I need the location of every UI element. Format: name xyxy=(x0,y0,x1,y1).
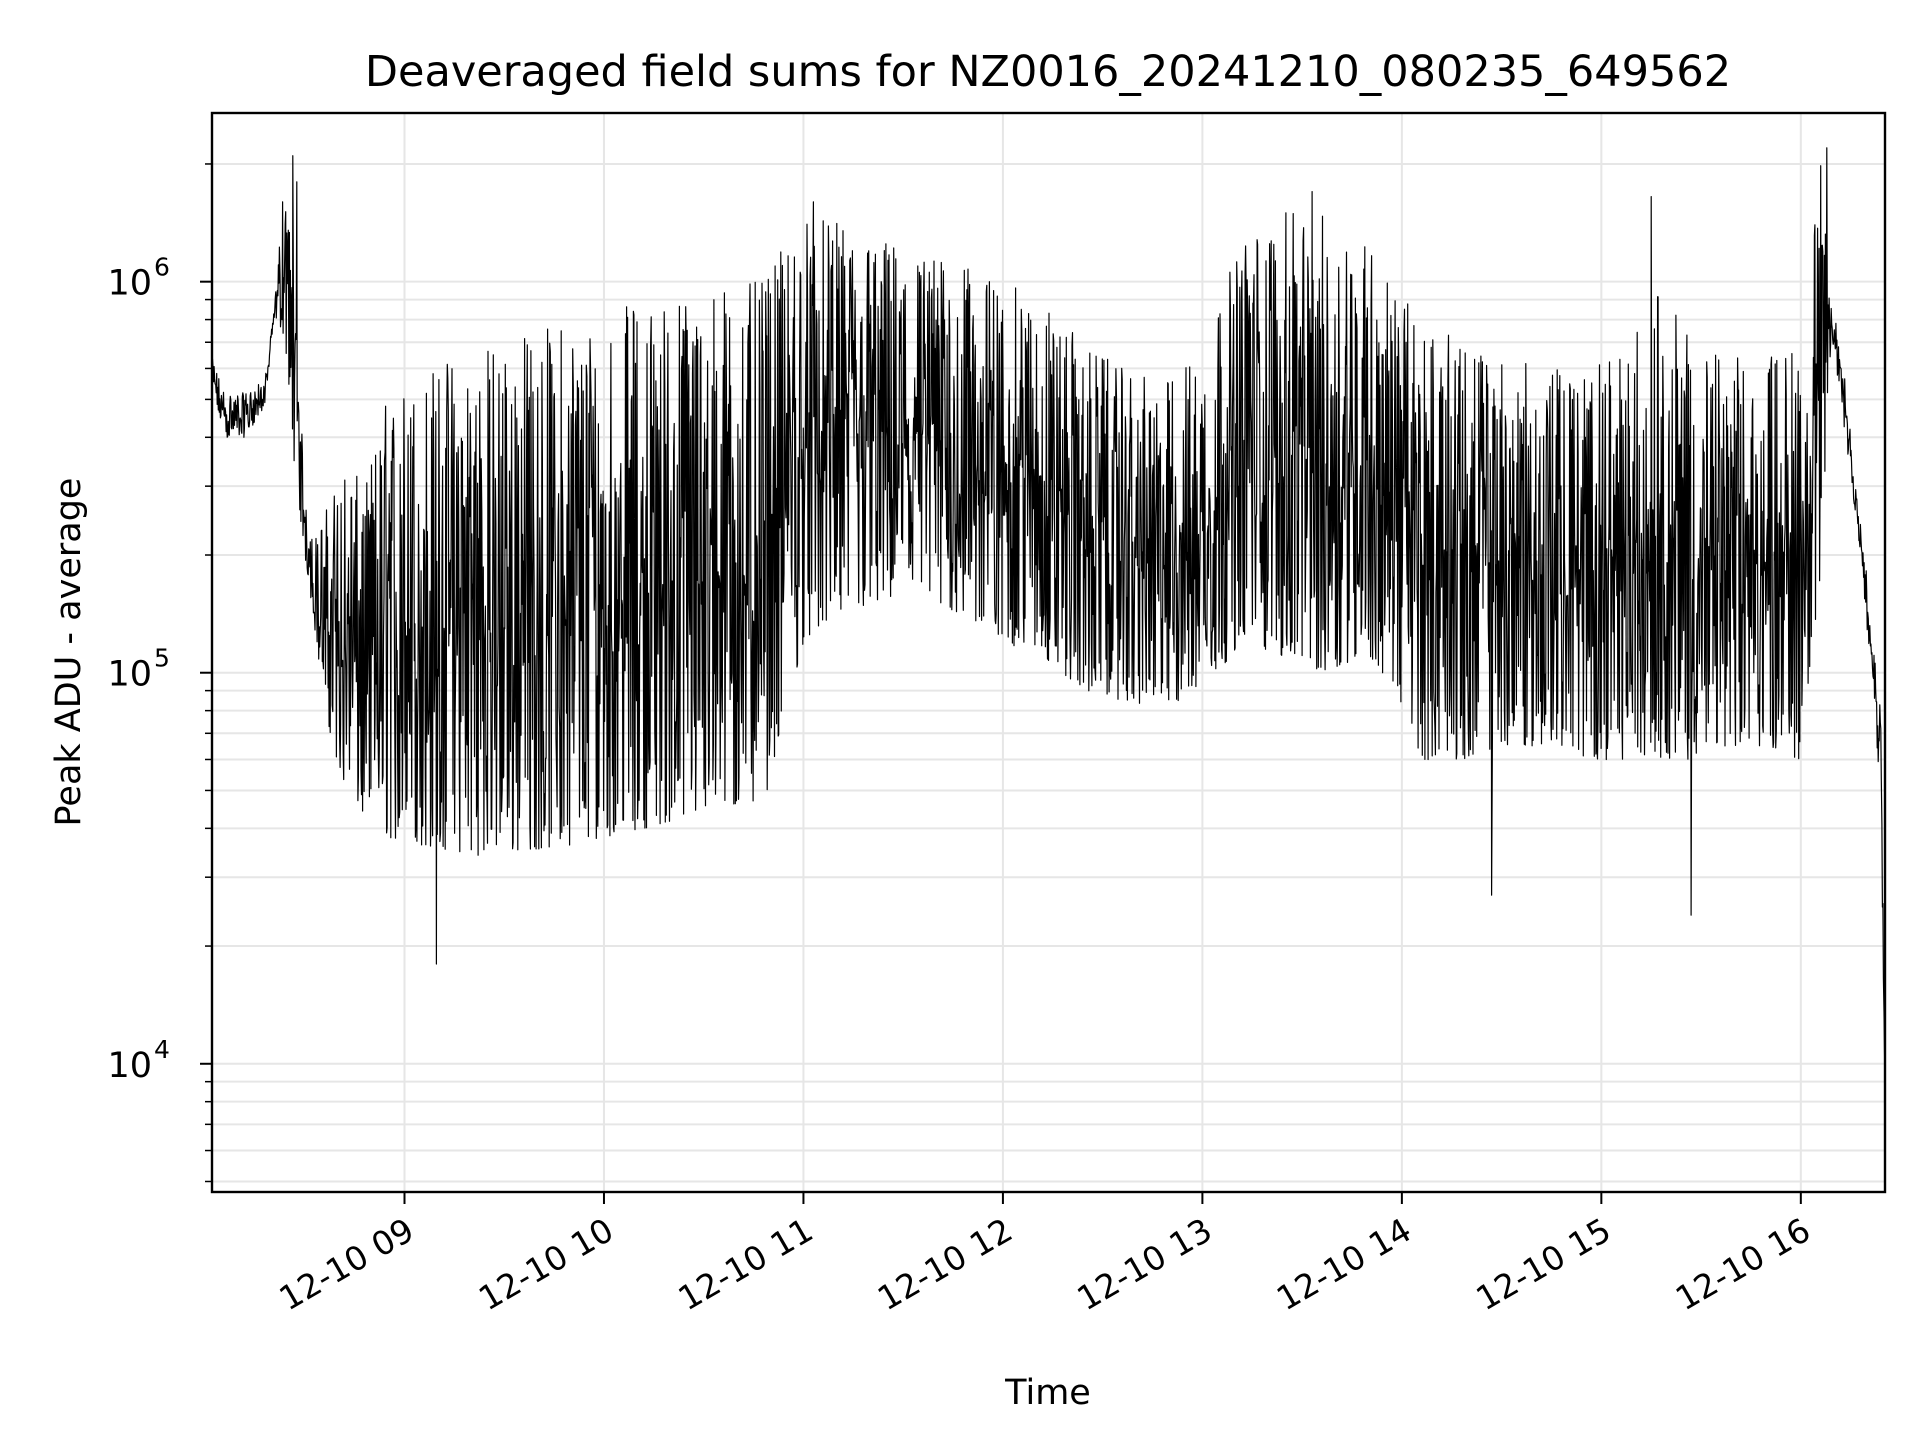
y-tick-label: 10 xyxy=(107,1046,152,1086)
plot-frame xyxy=(210,111,1887,1194)
y-tick-label: 10 xyxy=(107,655,152,695)
y-tick-label: 10 xyxy=(107,264,152,304)
y-tick-base: 10 xyxy=(107,655,152,695)
y-tick-base: 10 xyxy=(107,264,152,304)
chart-title: Deaveraged field sums for NZ0016_2024121… xyxy=(365,47,1731,97)
y-axis-label: Peak ADU - average xyxy=(49,478,89,827)
y-tick-exponent: 4 xyxy=(154,1035,170,1064)
data-layer xyxy=(211,147,1886,1082)
y-tick-exponent: 6 xyxy=(154,253,170,282)
x-axis-label: Time xyxy=(1004,1373,1091,1413)
series-line xyxy=(211,147,1886,1082)
y-tick-base: 10 xyxy=(107,1046,152,1086)
y-tick-exponent: 5 xyxy=(154,644,170,673)
